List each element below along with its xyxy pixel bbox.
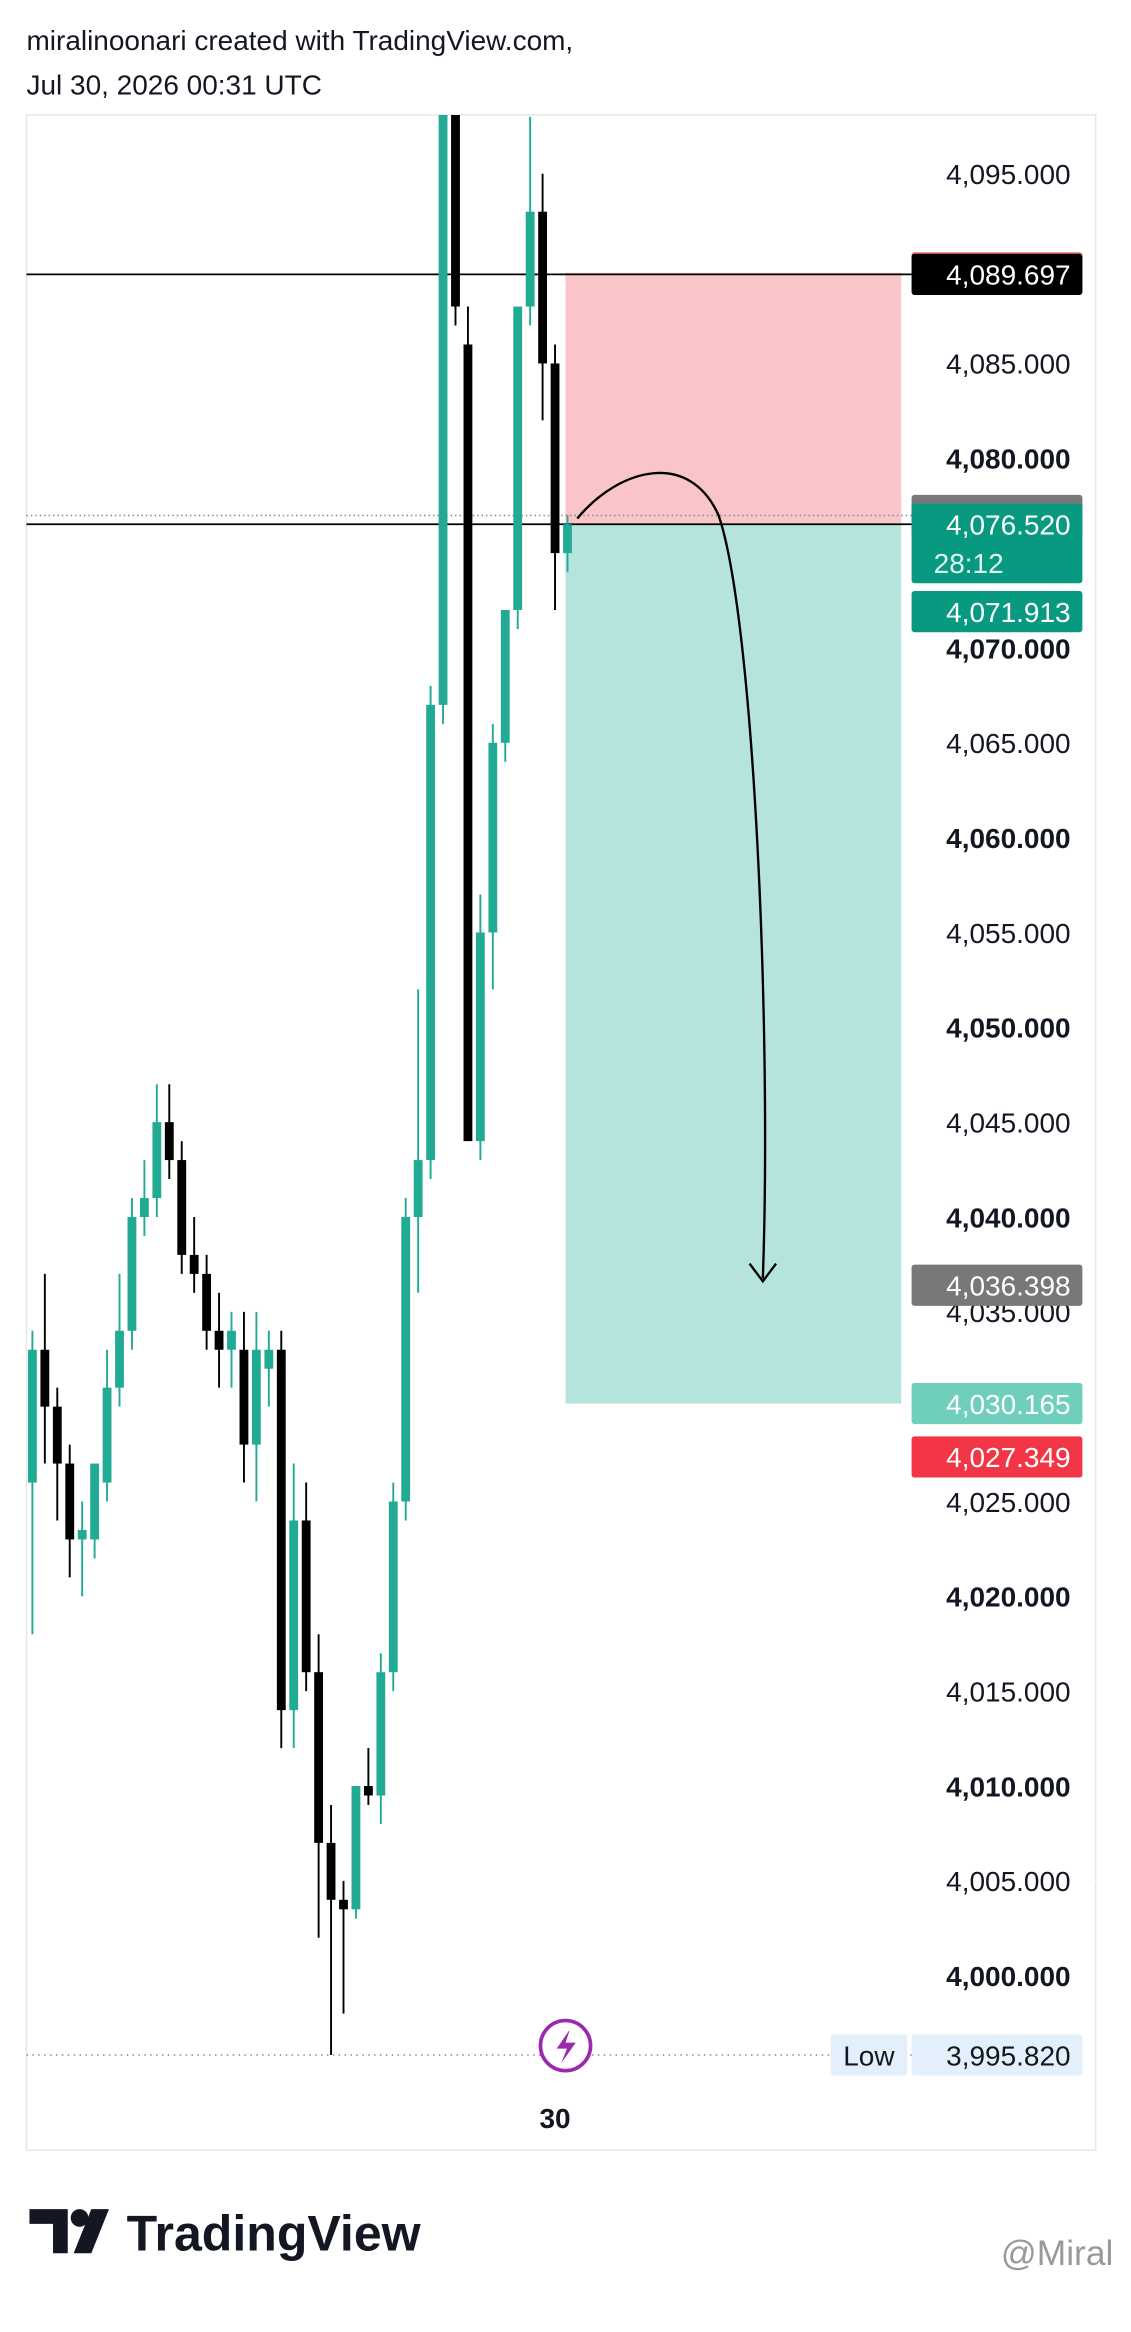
countdown: 28:12: [934, 548, 1004, 579]
candle-body: [413, 1160, 423, 1217]
candle-body: [152, 1122, 162, 1199]
candle-body: [451, 114, 460, 307]
candle-body: [127, 1216, 137, 1331]
candle-body: [65, 1463, 75, 1540]
x-tick-label: 30: [539, 2103, 570, 2134]
y-tick-label: 4,085.000: [946, 349, 1070, 380]
y-tick-label: 4,065.000: [946, 728, 1070, 759]
candle-body: [164, 1122, 174, 1161]
candle-body: [363, 1786, 373, 1796]
candle-body: [202, 1273, 212, 1331]
candle-body: [438, 114, 448, 705]
y-tick-label: 4,055.000: [946, 918, 1070, 949]
y-tick-label: 4,095.000: [946, 159, 1070, 190]
price-tag: [911, 591, 1083, 633]
y-tick-label: 4,060.000: [946, 823, 1070, 854]
candles: [27, 114, 572, 2055]
price-tag: [911, 2034, 1083, 2076]
brand-logo: TradingView: [29, 2205, 422, 2261]
price-tag: [911, 253, 1083, 295]
candle-body: [239, 1349, 249, 1445]
candle-body: [77, 1529, 87, 1540]
watermark: @Miral: [1001, 2234, 1113, 2273]
y-tick-label: 4,005.000: [946, 1866, 1070, 1897]
y-tick-label: 4,010.000: [946, 1771, 1070, 1802]
price-tag: [911, 1264, 1083, 1306]
y-tick-label: 4,050.000: [946, 1013, 1070, 1044]
header-line: miralinoonari created with TradingView.c…: [27, 25, 574, 56]
arrow: [576, 471, 767, 1279]
candle-body: [500, 610, 510, 743]
y-tick-label: 4,070.000: [946, 633, 1070, 664]
y-tick-label: 4,025.000: [946, 1487, 1070, 1518]
candle-body: [339, 1899, 348, 1910]
price-tag-label: 4,036.398: [946, 1271, 1070, 1302]
candle-body: [27, 1349, 37, 1483]
y-tick-label: 4,080.000: [946, 444, 1070, 475]
candle-body: [52, 1406, 62, 1464]
candle-body: [115, 1330, 124, 1388]
candle-body: [301, 1520, 311, 1673]
candle-body: [227, 1330, 236, 1350]
arrow-head: [748, 1262, 778, 1284]
lightning: [556, 2029, 576, 2064]
price-tag-label: 4,027.349: [946, 1442, 1070, 1473]
price-tag: [911, 503, 1083, 584]
target-zone: [565, 524, 902, 1404]
candle-body: [251, 1349, 261, 1445]
candle-body: [139, 1198, 149, 1217]
y-tick-label: 4,045.000: [946, 1107, 1070, 1138]
candle-body: [463, 344, 473, 1142]
price-tag: [911, 1436, 1083, 1478]
y-tick-label: 4,000.000: [946, 1961, 1070, 1992]
candle-body: [40, 1349, 50, 1407]
candle-body: [314, 1672, 324, 1843]
y-tick-label: 4,020.000: [946, 1582, 1070, 1613]
brand: TradingView: [127, 2205, 422, 2261]
candle-body: [525, 211, 535, 307]
candle-body: [326, 1842, 336, 1900]
candle-body: [513, 306, 523, 611]
candle-body: [189, 1254, 199, 1274]
candle-body: [550, 363, 560, 554]
y-tick-label: 4,015.000: [946, 1676, 1070, 1707]
candle-body: [214, 1330, 224, 1350]
price-tag: [911, 1382, 1083, 1425]
low-label: Low: [843, 2040, 895, 2071]
candle-body: [376, 1672, 386, 1796]
price-tag-label: 4,030.165: [946, 1389, 1070, 1420]
candle-body: [488, 742, 498, 933]
candle-body: [276, 1349, 286, 1711]
candle-body: [177, 1160, 187, 1255]
price-tag-label: 4,071.913: [946, 597, 1070, 628]
candle-body: [388, 1501, 398, 1673]
price-tag-label: 4,089.697: [946, 260, 1070, 291]
candle-body: [475, 932, 485, 1142]
candle-body: [264, 1349, 274, 1369]
price-tag-label: 3,995.820: [946, 2040, 1070, 2071]
header-line: Jul 30, 2026 00:31 UTC: [27, 69, 322, 100]
candle-body: [426, 704, 436, 1161]
chart-frame: [25, 114, 1097, 2151]
candle-body: [102, 1387, 112, 1483]
candle-body: [289, 1520, 299, 1711]
price-tag-label: 4,076.520: [946, 510, 1070, 541]
candle-body: [563, 524, 572, 554]
candle-body: [538, 211, 548, 364]
candle-body: [401, 1216, 411, 1502]
y-tick-label: 4,040.000: [946, 1202, 1070, 1233]
candle-body: [351, 1786, 361, 1910]
candle-body: [90, 1463, 100, 1540]
low-label-bg: [830, 2034, 908, 2076]
